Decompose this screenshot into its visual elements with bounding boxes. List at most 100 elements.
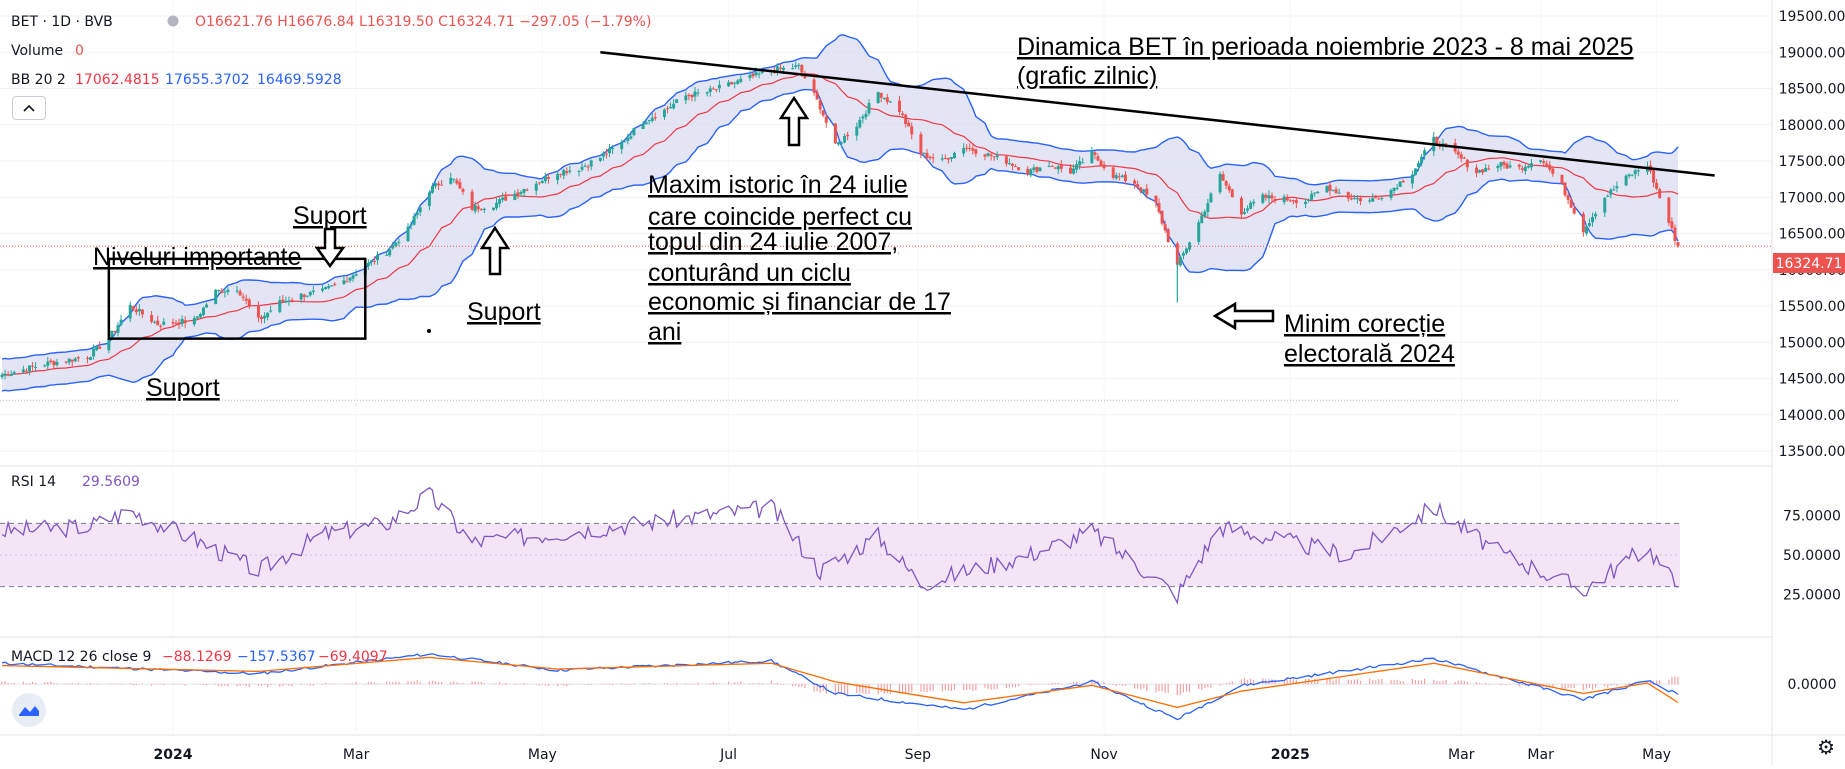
macd-histogram-bar bbox=[837, 684, 840, 694]
macd-hist-value: −69.4097 bbox=[318, 649, 388, 665]
candle bbox=[1133, 178, 1137, 189]
macd-histogram-bar bbox=[242, 684, 244, 686]
arrow-up-icon[interactable] bbox=[778, 95, 810, 147]
candle bbox=[55, 358, 59, 367]
macd-histogram-bar bbox=[1369, 678, 1371, 685]
macd-histogram-bar bbox=[1329, 678, 1331, 685]
candle bbox=[113, 330, 117, 334]
candle bbox=[794, 61, 798, 70]
macd-histogram-bar bbox=[1631, 683, 1633, 685]
candle bbox=[162, 317, 166, 326]
macd-histogram-bar bbox=[1518, 684, 1520, 687]
candle bbox=[962, 143, 966, 157]
candle bbox=[1053, 166, 1057, 170]
macd-histogram-bar bbox=[1210, 684, 1212, 688]
candle bbox=[107, 337, 111, 354]
bollinger-lower-band bbox=[1, 88, 1679, 392]
collapse-legend-button[interactable] bbox=[12, 96, 46, 120]
candle bbox=[498, 196, 502, 208]
macd-histogram-bar bbox=[1146, 684, 1148, 692]
time-axis[interactable]: 2024 Mar May Jul Sep Nov 2025 Mar Mar May bbox=[153, 747, 1671, 763]
macd-histogram-bar bbox=[590, 684, 592, 685]
macd-histogram-bar bbox=[1420, 680, 1423, 685]
macd-histogram-bar bbox=[898, 684, 901, 694]
macd-histogram-bar bbox=[1402, 681, 1404, 685]
gear-icon[interactable]: ⚙ bbox=[1817, 735, 1835, 759]
candle bbox=[516, 189, 520, 199]
macd-histogram-bar bbox=[1625, 684, 1627, 686]
resistance-trendline[interactable] bbox=[600, 51, 1715, 177]
candle bbox=[1380, 196, 1384, 201]
arrow-up-icon[interactable] bbox=[479, 225, 511, 276]
candle bbox=[1081, 158, 1085, 164]
candle bbox=[672, 99, 676, 110]
candle bbox=[1572, 202, 1576, 215]
macd-histogram-bar bbox=[694, 684, 696, 685]
candle bbox=[1188, 241, 1192, 252]
candle bbox=[791, 63, 795, 70]
candle bbox=[669, 102, 673, 109]
macd-histogram-bar bbox=[495, 683, 498, 685]
important-levels-box[interactable] bbox=[107, 257, 367, 340]
candle bbox=[98, 341, 102, 349]
macd-histogram-bar bbox=[410, 681, 412, 685]
candle bbox=[150, 310, 154, 324]
macd-histogram-bar bbox=[1359, 680, 1362, 685]
candle bbox=[1010, 163, 1014, 171]
macd-histogram-bar bbox=[761, 683, 763, 685]
candle bbox=[1581, 211, 1585, 237]
tradingview-logo[interactable] bbox=[12, 693, 46, 727]
annotation-title-line1: Dinamica BET în perioada noiembrie 2023 … bbox=[1017, 33, 1634, 61]
candle bbox=[1374, 194, 1378, 199]
arrow-down-icon[interactable] bbox=[314, 227, 346, 269]
macd-histogram-bar bbox=[905, 684, 907, 694]
candle bbox=[1475, 164, 1479, 178]
candle bbox=[1655, 178, 1659, 191]
candle bbox=[1529, 158, 1533, 171]
candle bbox=[1481, 169, 1485, 175]
candle bbox=[1209, 191, 1213, 204]
macd-histogram-bar bbox=[1185, 684, 1188, 692]
candle bbox=[586, 164, 590, 172]
candle bbox=[797, 63, 801, 70]
macd-histogram-bar bbox=[563, 684, 565, 687]
candle bbox=[354, 269, 358, 277]
macd-histogram-bar bbox=[1503, 684, 1505, 685]
candle bbox=[940, 154, 944, 162]
candle bbox=[1615, 181, 1619, 193]
macd-histogram-bar bbox=[651, 683, 653, 685]
annotations[interactable]: Dinamica BET în perioada noiembrie 2023 … bbox=[93, 33, 1634, 402]
macd-line bbox=[1, 653, 1679, 721]
macd-histogram-bar bbox=[1521, 684, 1523, 686]
macd-histogram-bar bbox=[260, 684, 263, 686]
macd-histogram-bar bbox=[706, 683, 708, 685]
macd-histogram-bar bbox=[1591, 684, 1594, 690]
macd-histogram-bar bbox=[1436, 681, 1438, 685]
candle bbox=[1673, 224, 1677, 246]
macd-histogram-bar bbox=[1317, 679, 1319, 685]
arrow-left-icon[interactable] bbox=[1212, 301, 1275, 331]
candle bbox=[1252, 199, 1256, 207]
candle bbox=[858, 116, 862, 129]
candle bbox=[821, 110, 825, 118]
macd-histogram-bar bbox=[263, 684, 266, 685]
macd-histogram-bar bbox=[160, 683, 162, 685]
candle bbox=[620, 139, 624, 154]
macd-histogram-bar bbox=[1155, 684, 1157, 693]
macd-histogram-bar bbox=[557, 684, 559, 687]
macd-histogram-bar bbox=[1048, 684, 1050, 685]
candle bbox=[931, 153, 935, 164]
macd-histogram-bar bbox=[312, 684, 314, 686]
macd-histogram-bar bbox=[334, 683, 336, 685]
macd-histogram-bar bbox=[1347, 679, 1349, 685]
macd-histogram-bar bbox=[1079, 683, 1081, 685]
price-tick-label: 18000.00 bbox=[1779, 118, 1845, 134]
time-tick-label: May bbox=[528, 747, 557, 763]
macd-histogram-bar bbox=[697, 682, 699, 685]
macd-histogram-bar bbox=[578, 684, 580, 685]
macd-histogram-bar bbox=[1060, 683, 1062, 685]
price-tick-label: 13500.00 bbox=[1779, 444, 1845, 460]
macd-histogram-bar bbox=[257, 684, 260, 686]
macd-histogram-bar bbox=[1338, 678, 1340, 685]
